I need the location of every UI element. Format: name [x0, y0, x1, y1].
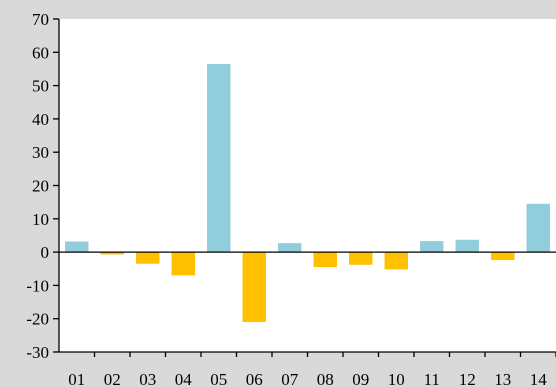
x-tick-label: 09 — [352, 370, 369, 387]
y-tick-label: -30 — [26, 343, 49, 362]
y-tick-label: 20 — [32, 177, 49, 196]
bar-09 — [349, 252, 373, 265]
bar-13 — [491, 252, 515, 261]
x-tick-label: 03 — [139, 370, 156, 387]
y-tick-label: 10 — [32, 210, 49, 229]
bar-05 — [207, 63, 231, 253]
x-tick-label: 11 — [424, 370, 440, 387]
y-tick-label: -10 — [26, 276, 49, 295]
x-tick-label: 10 — [388, 370, 405, 387]
x-tick-label: 05 — [210, 370, 227, 387]
bar-14 — [526, 203, 550, 253]
bar-12 — [455, 239, 479, 253]
y-tick-label: 70 — [32, 10, 49, 29]
x-tick-label: 02 — [104, 370, 121, 387]
bar-10 — [384, 252, 408, 270]
x-tick-label: 13 — [494, 370, 511, 387]
bar-07 — [278, 243, 302, 253]
bar-04 — [171, 252, 195, 276]
bar-03 — [136, 252, 160, 264]
x-tick-label: 12 — [459, 370, 476, 387]
y-tick-label: 30 — [32, 143, 49, 162]
x-tick-label: 01 — [68, 370, 85, 387]
bar-11 — [420, 241, 444, 253]
bars-group — [65, 63, 550, 323]
y-axis-ticks: -30 -20 -10 0 10 20 30 40 50 60 70 — [26, 10, 59, 362]
y-tick-label: 40 — [32, 110, 49, 129]
y-tick-label: -20 — [26, 310, 49, 329]
x-tick-label: 04 — [175, 370, 193, 387]
y-tick-label: 0 — [41, 243, 50, 262]
y-tick-label: 60 — [32, 43, 49, 62]
plot-area — [59, 19, 556, 352]
bar-01 — [65, 241, 89, 253]
bar-08 — [313, 252, 337, 268]
x-tick-label: 06 — [246, 370, 263, 387]
x-axis-ticks: 01 02 03 04 05 06 07 08 09 10 11 12 13 14 — [68, 352, 556, 387]
bar-06 — [242, 252, 266, 323]
bar-02 — [100, 252, 124, 255]
x-tick-label: 07 — [281, 370, 299, 387]
x-tick-label: 08 — [317, 370, 334, 387]
x-tick-label: 14 — [530, 370, 548, 387]
y-tick-label: 50 — [32, 77, 49, 96]
